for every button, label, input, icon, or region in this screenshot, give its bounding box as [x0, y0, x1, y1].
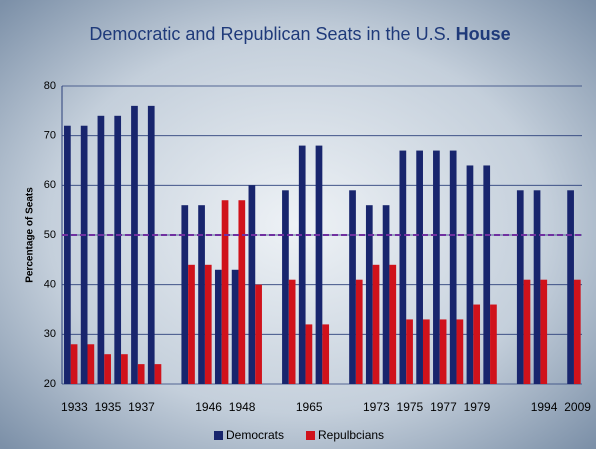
- bar: [365, 205, 373, 384]
- bar: [473, 304, 481, 384]
- legend-swatch: [214, 431, 223, 440]
- bar: [322, 324, 330, 384]
- bar: [483, 165, 491, 384]
- bar: [137, 364, 145, 384]
- bar: [449, 150, 457, 384]
- title-emphasis: House: [456, 24, 511, 44]
- bar: [490, 304, 497, 384]
- bar: [221, 200, 229, 384]
- x-tick-label: 1933: [61, 400, 88, 414]
- x-tick-label: 1994: [531, 400, 558, 414]
- bar: [288, 279, 296, 384]
- bar: [282, 190, 289, 384]
- legend-label: Democrats: [226, 428, 284, 442]
- bar: [104, 354, 111, 384]
- bar: [567, 190, 574, 384]
- y-tick-label: 80: [44, 80, 56, 92]
- y-tick-label: 50: [44, 229, 56, 241]
- bar: [305, 324, 313, 384]
- bar: [147, 105, 155, 384]
- x-tick-label: 2009: [564, 400, 591, 414]
- bar: [248, 185, 256, 384]
- bar: [131, 105, 138, 384]
- bar: [382, 205, 390, 384]
- y-tick-label: 40: [44, 279, 56, 291]
- bar: [97, 115, 105, 385]
- bar: [80, 125, 88, 384]
- x-tick-label: 1937: [128, 400, 155, 414]
- bar: [416, 150, 423, 384]
- bar: [372, 264, 380, 384]
- bar: [533, 190, 541, 384]
- legend-label: Repulbcians: [318, 428, 384, 442]
- x-tick-label: 1935: [95, 400, 122, 414]
- bar: [231, 269, 239, 384]
- bar: [516, 190, 524, 384]
- bar: [121, 354, 128, 384]
- title-text: Democratic and Republican Seats in the U…: [89, 24, 450, 44]
- bar: [204, 264, 212, 384]
- x-tick-label: 1977: [430, 400, 457, 414]
- legend-swatch: [306, 431, 315, 440]
- x-tick-label: 1975: [397, 400, 424, 414]
- bar: [181, 205, 189, 384]
- x-tick-label: 1946: [195, 400, 222, 414]
- bar: [523, 279, 531, 384]
- bar: [114, 115, 122, 385]
- bar: [466, 165, 474, 384]
- bar: [188, 264, 195, 384]
- bar: [389, 264, 397, 384]
- bar: [198, 205, 205, 384]
- bar: [399, 150, 407, 384]
- x-tick-label: 1948: [229, 400, 256, 414]
- bar: [540, 279, 548, 384]
- chart-title: Democratic and Republican Seats in the U…: [89, 24, 510, 44]
- y-tick-label: 30: [44, 328, 56, 340]
- y-tick-label: 60: [44, 179, 56, 191]
- y-axis-label: Percentage of Seats: [25, 187, 36, 283]
- x-tick-label: 1973: [363, 400, 390, 414]
- y-tick-label: 20: [44, 378, 56, 390]
- bar: [214, 269, 222, 384]
- bar: [70, 344, 78, 384]
- bar: [433, 150, 440, 384]
- bar: [349, 190, 356, 384]
- x-tick-label: 1965: [296, 400, 323, 414]
- bar: [315, 145, 323, 384]
- x-tick-label: 1979: [464, 400, 491, 414]
- bar: [154, 364, 162, 384]
- y-tick-label: 70: [44, 130, 56, 142]
- bar: [64, 125, 71, 384]
- bar: [238, 200, 246, 384]
- bar: [439, 319, 447, 384]
- bar: [87, 344, 95, 384]
- bar: [456, 319, 464, 384]
- bar: [422, 319, 430, 384]
- bar: [573, 279, 581, 384]
- bar: [406, 319, 413, 384]
- bar: [355, 279, 363, 384]
- bar: [298, 145, 306, 384]
- bar: [255, 284, 262, 384]
